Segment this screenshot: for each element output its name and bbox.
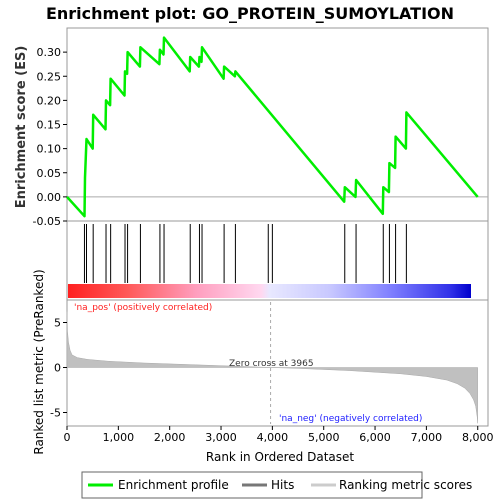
es-y-tick-label: 0.25 <box>37 70 62 83</box>
x-tick-label: 1,000 <box>103 431 135 444</box>
legend-label-ranking: Ranking metric scores <box>339 478 472 492</box>
x-axis-label: Rank in Ordered Dataset <box>206 450 354 464</box>
hits-layer <box>83 224 407 283</box>
enrichment-profile-line <box>66 36 479 218</box>
x-tick-label: 3,000 <box>205 431 237 444</box>
es-y-tick-label: -0.05 <box>33 215 61 228</box>
ranking-metric-area <box>66 311 478 424</box>
rank-color-bar <box>68 284 471 298</box>
neg-label: 'na_neg' (negatively correlated) <box>279 414 422 424</box>
x-tick-label: 7,000 <box>411 431 443 444</box>
es-y-tick-label: 0.20 <box>37 94 62 107</box>
es-y-tick-label: 0.05 <box>37 167 62 180</box>
x-tick-label: 5,000 <box>308 431 340 444</box>
x-tick-label: 4,000 <box>257 431 289 444</box>
x-tick-label: 2,000 <box>154 431 186 444</box>
legend: Enrichment profile Hits Ranking metric s… <box>81 471 472 499</box>
x-tick-label: 8,000 <box>462 431 494 444</box>
pos-label: 'na_pos' (positively correlated) <box>74 303 212 313</box>
es-y-tick-label: 0.10 <box>37 143 62 156</box>
metric-y-tick-label: -5 <box>50 407 61 420</box>
es-y-axis-label: Enrichment score (ES) <box>14 46 29 209</box>
metric-y-tick-label: 0 <box>54 362 61 375</box>
zero-cross-label: Zero cross at 3965 <box>229 359 314 369</box>
metric-y-tick-label: 5 <box>54 317 61 330</box>
metric-y-axis-label: Ranked list metric (PreRanked) <box>32 269 46 454</box>
x-tick-label: 0 <box>64 431 71 444</box>
enrichment-layer: -0.05 0.00 0.05 0.10 0.15 0.20 0.25 0.30 <box>33 36 488 228</box>
es-y-tick-label: 0.30 <box>37 46 62 59</box>
legend-label-enrichment: Enrichment profile <box>118 478 229 492</box>
chart-title: Enrichment plot: GO_PROTEIN_SUMOYLATION <box>46 4 454 23</box>
es-y-tick-label: 0.15 <box>37 119 62 132</box>
es-y-tick-label: 0.00 <box>37 191 62 204</box>
legend-label-hits: Hits <box>271 478 294 492</box>
x-tick-label: 6,000 <box>359 431 391 444</box>
